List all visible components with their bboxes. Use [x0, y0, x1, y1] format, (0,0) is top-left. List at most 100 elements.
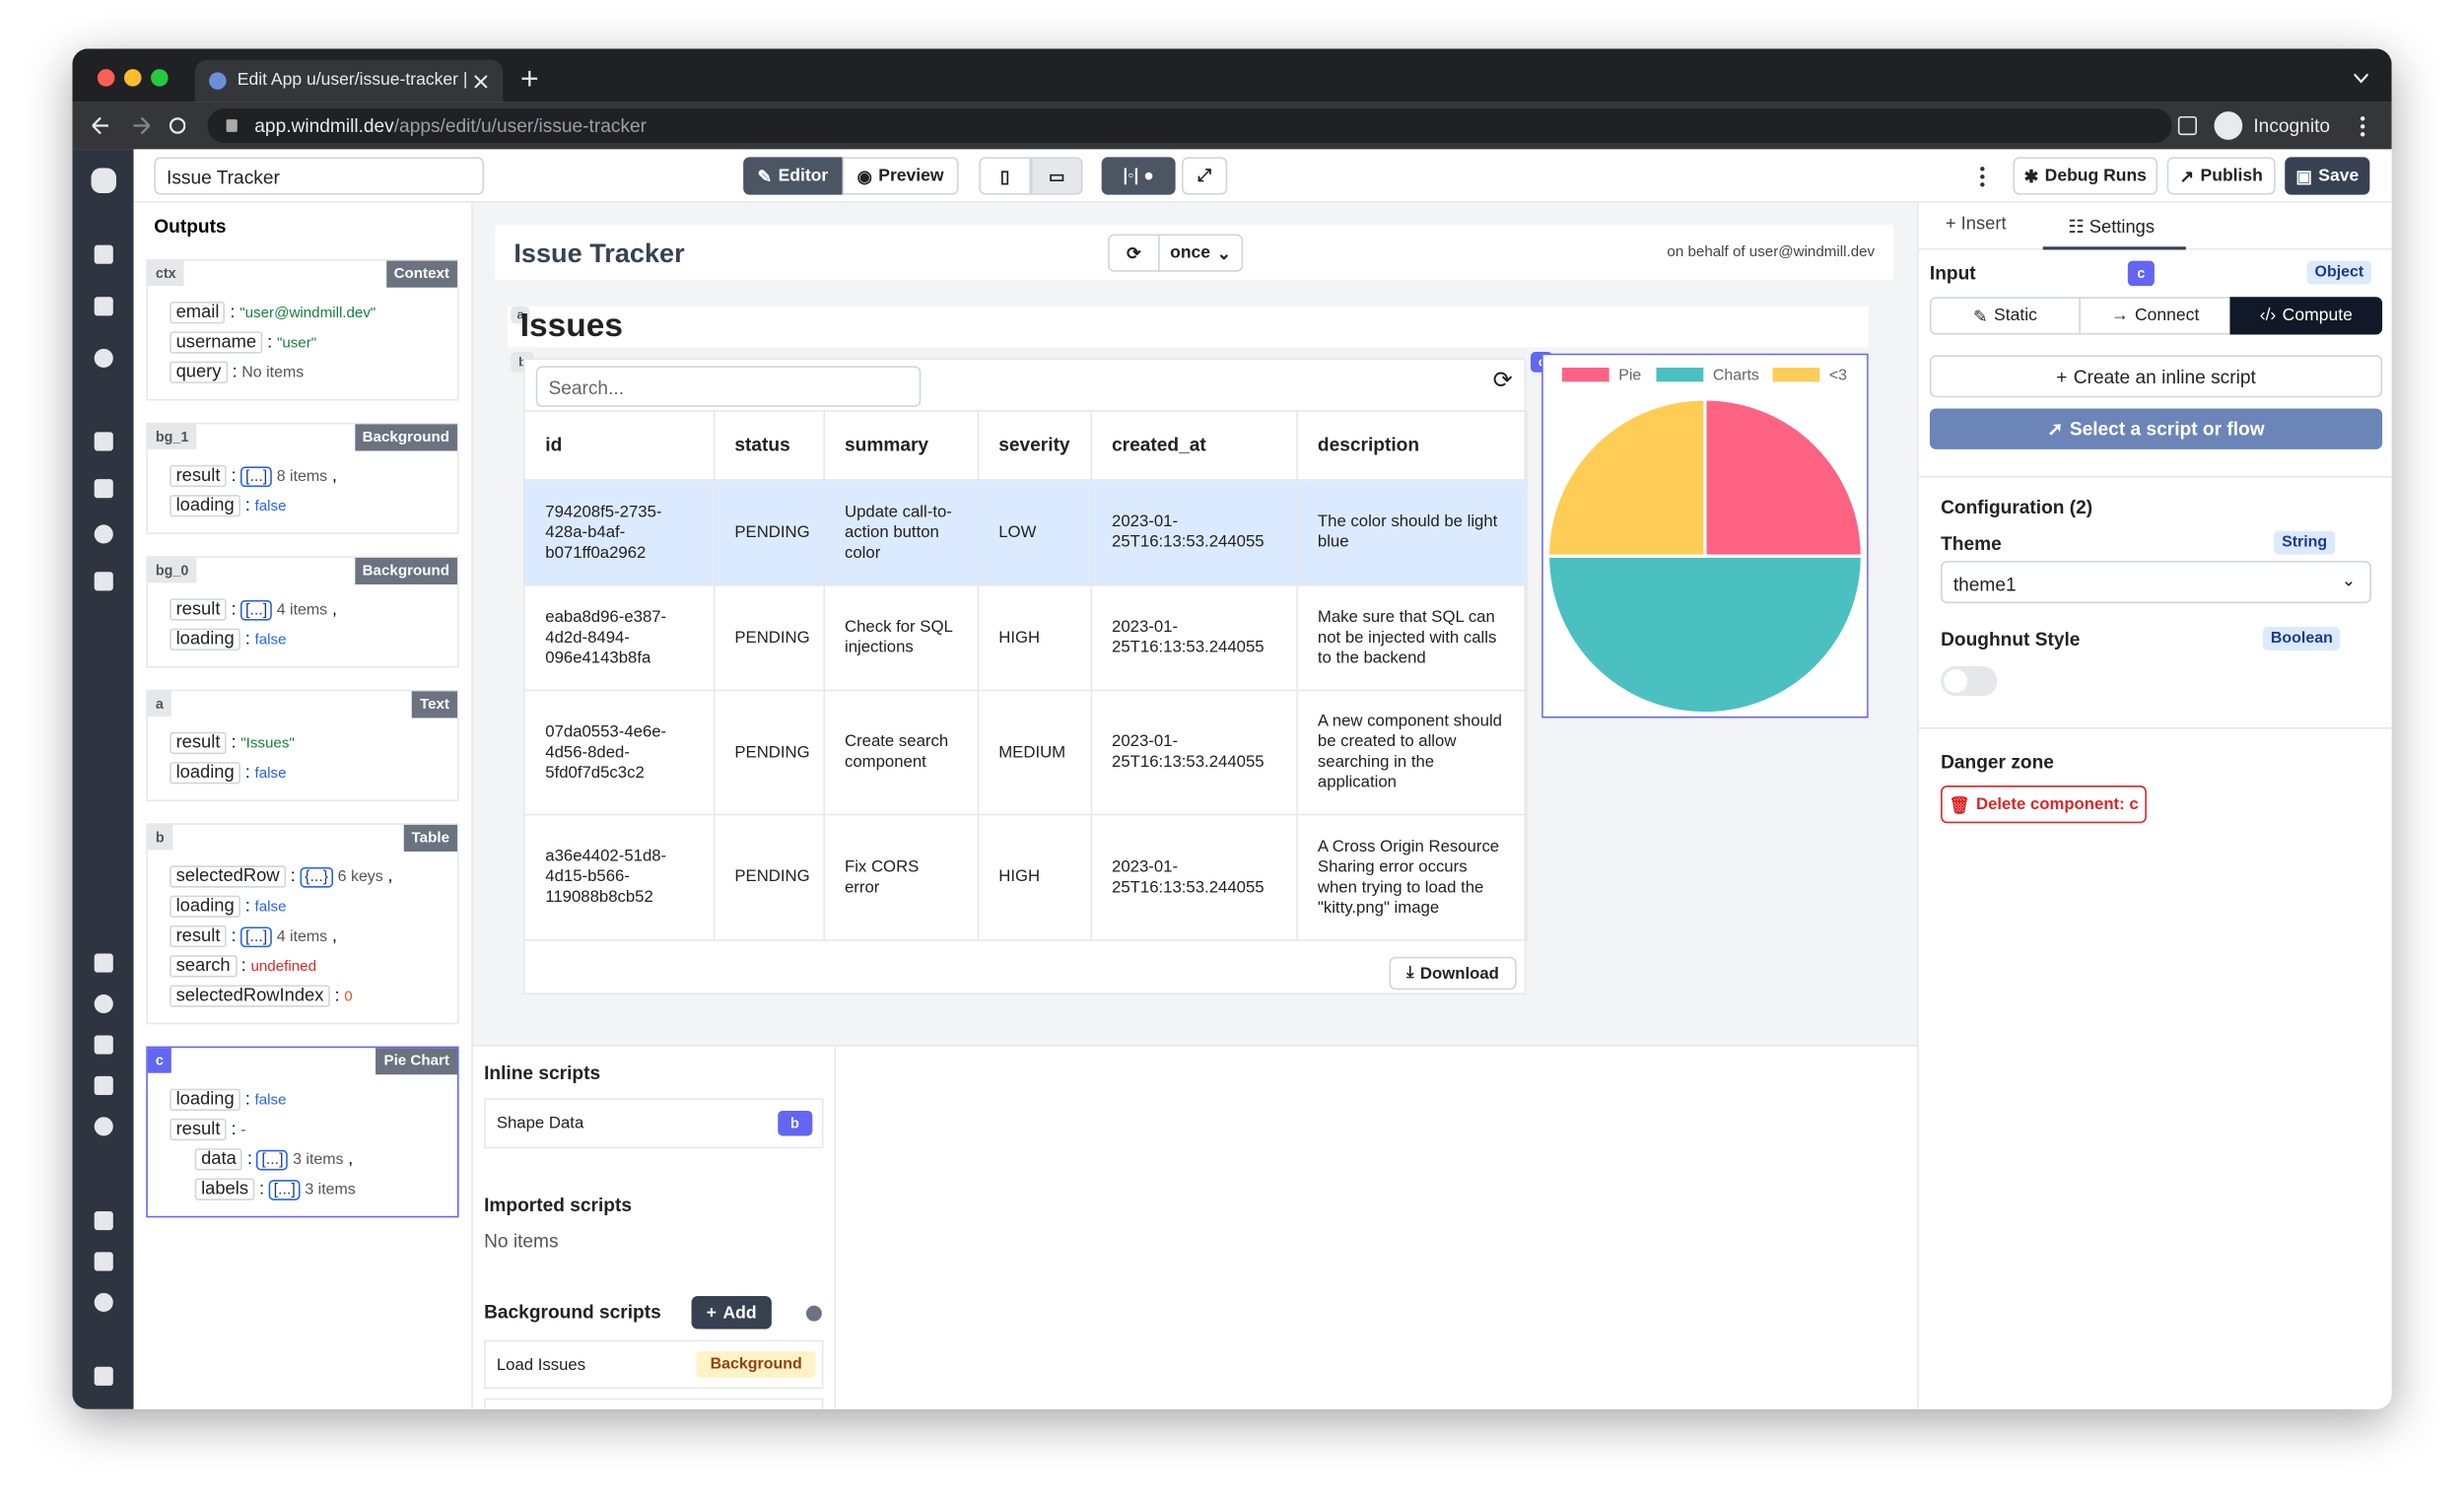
nav-icon[interactable]: [93, 994, 112, 1014]
script-item[interactable]: Load Issues Background: [484, 1339, 824, 1390]
toggle[interactable]: [1941, 665, 1998, 697]
table-cell: Make sure that SQL can not be injected w…: [1296, 584, 1527, 692]
nav-buttons[interactable]: [91, 116, 186, 135]
output-key: labels: [194, 1178, 255, 1200]
save-button[interactable]: ▣ Save: [2285, 157, 2370, 195]
nav-icon[interactable]: [93, 1292, 112, 1312]
table-row[interactable]: eaba8d96-e387-4d2d-8494-096e4143b8fa PEND…: [524, 584, 1527, 692]
download-button[interactable]: ⤓ Download: [1389, 956, 1517, 991]
mode-static[interactable]: ✎ Static: [1929, 297, 2081, 335]
nav-icon[interactable]: [93, 244, 112, 264]
nav-icon[interactable]: [93, 348, 112, 368]
search-input[interactable]: Search...: [535, 366, 922, 407]
refresh-button[interactable]: ⟳: [1108, 234, 1160, 272]
insert-tab[interactable]: + Insert: [1945, 215, 2007, 235]
sidebar-icon[interactable]: [2177, 115, 2197, 136]
nav-icon[interactable]: [93, 1366, 112, 1386]
incognito-icon: [2214, 111, 2243, 140]
legend-label: Charts: [1713, 368, 1759, 384]
settings-tab[interactable]: ☷ Settings: [2068, 218, 2156, 238]
output-key: loading: [170, 895, 241, 918]
table-refresh[interactable]: ⟳: [1492, 367, 1513, 395]
mode-compute[interactable]: ‹/› Compute: [2229, 297, 2383, 335]
refresh-mode[interactable]: once ⌄: [1158, 234, 1244, 272]
profile-name[interactable]: Incognito: [2253, 114, 2331, 137]
nav-icon[interactable]: [93, 1252, 112, 1271]
theme-select[interactable]: theme1 ⌄: [1941, 561, 2371, 604]
output-key: selectedRowIndex: [170, 985, 330, 1007]
table-cell: LOW: [977, 479, 1092, 586]
mode-label: Compute: [2282, 306, 2353, 325]
browser-menu[interactable]: [2360, 116, 2365, 137]
separator: :: [244, 1090, 250, 1110]
nav-icon[interactable]: [93, 1210, 112, 1231]
editor-tab[interactable]: ✎ Editor: [743, 157, 843, 195]
trailing-comma: ,: [387, 866, 393, 887]
select-script-button[interactable]: ➚ Select a script or flow: [1929, 408, 2383, 449]
column-header: severity: [977, 410, 1092, 481]
more-menu[interactable]: [1980, 167, 1985, 187]
nav-icon[interactable]: [93, 953, 112, 973]
close-dot[interactable]: [97, 69, 115, 87]
delete-button[interactable]: 🗑 Delete component: c: [1941, 786, 2147, 824]
max-dot[interactable]: [151, 69, 169, 87]
table-row[interactable]: 07da0553-4e6e-4d56-8ded-5fd0f7d5c3c2 PEND…: [524, 690, 1527, 816]
trailing-comma: ,: [331, 926, 337, 946]
url-field[interactable]: app.windmill.dev/apps/edit/u/user/issue-…: [207, 107, 2172, 144]
desktop-view[interactable]: ▭: [1030, 157, 1083, 195]
fullscreen[interactable]: ⤢: [1181, 157, 1228, 195]
mobile-view[interactable]: ▯: [979, 157, 1031, 195]
separator: :: [259, 1180, 265, 1199]
mode-connect[interactable]: → Connect: [2079, 297, 2232, 335]
tab-close[interactable]: [474, 75, 488, 89]
app-header: Issue Tracker ⟳ once ⌄ on behalf of user…: [495, 224, 1894, 280]
output-key: result: [170, 598, 227, 621]
tab-menu[interactable]: [2354, 73, 2368, 84]
info-icon[interactable]: [805, 1305, 822, 1322]
publish-button[interactable]: ↗ Publish: [2166, 157, 2276, 195]
nav-icon[interactable]: [93, 1035, 112, 1055]
nav-icon[interactable]: [93, 432, 112, 451]
table-cell: A new component should be created to all…: [1296, 690, 1527, 816]
panel-kind: Pie Chart: [376, 1048, 457, 1075]
debug-toggle[interactable]: |◦| ●: [1101, 157, 1176, 195]
table-cell: HIGH: [977, 814, 1092, 941]
field-label: Theme: [1941, 532, 2002, 555]
output-key: loading: [170, 1088, 241, 1111]
tab-underline: [2042, 246, 2186, 250]
nav-icon[interactable]: [93, 297, 112, 316]
new-tab[interactable]: [521, 70, 538, 87]
table-cell: Check for SQL injections: [823, 584, 979, 692]
output-row: email: "user@windmill.dev": [170, 300, 435, 325]
app-topbar: Issue Tracker ✎ Editor ◉ Preview ▯ ▭ |◦|…: [133, 149, 2392, 203]
add-button[interactable]: + Add: [691, 1296, 772, 1330]
tab[interactable]: Edit App u/user/issue-tracker |: [194, 59, 504, 103]
script-item[interactable]: Shape Data b: [484, 1098, 824, 1149]
nav-icon[interactable]: [93, 572, 112, 591]
separator: :: [246, 1149, 252, 1169]
table-row[interactable]: 794208f5-2735-428a-b4af-b071ff0a2962 PEND…: [524, 479, 1527, 586]
nav-icon[interactable]: [93, 1117, 112, 1136]
table-cell: PENDING: [713, 814, 825, 941]
output-row: loading: false: [170, 1087, 435, 1113]
text-component[interactable]: a Issues: [507, 306, 1869, 348]
nav-icon[interactable]: [93, 479, 112, 499]
create-inline-button[interactable]: + Create an inline script: [1929, 355, 2383, 398]
table-component: Search... ⟳ ⤓ Download id status summary se…: [522, 358, 1527, 995]
collapse-badge: [...]: [240, 465, 272, 487]
panel-id: bg_1: [147, 424, 197, 449]
min-dot[interactable]: [123, 69, 142, 87]
type-badge: String: [2274, 530, 2336, 555]
debug-runs-button[interactable]: ✱ Debug Runs: [2013, 157, 2158, 195]
app-name-input[interactable]: Issue Tracker: [154, 157, 485, 195]
column-header: status: [713, 410, 825, 481]
component-id: a: [511, 306, 531, 324]
nav-icon[interactable]: [93, 524, 112, 544]
nav-icon[interactable]: [93, 1075, 112, 1096]
input-label: Input: [1929, 262, 1976, 285]
nav-icon[interactable]: [90, 168, 116, 194]
preview-tab[interactable]: ◉ Preview: [842, 157, 959, 195]
table-row[interactable]: a36e4402-51d8-4d15-b566-119088b8cb52 PEND…: [524, 814, 1527, 941]
table-cell: PENDING: [713, 584, 825, 692]
output-row: result: [...] 4 items,: [170, 597, 435, 623]
